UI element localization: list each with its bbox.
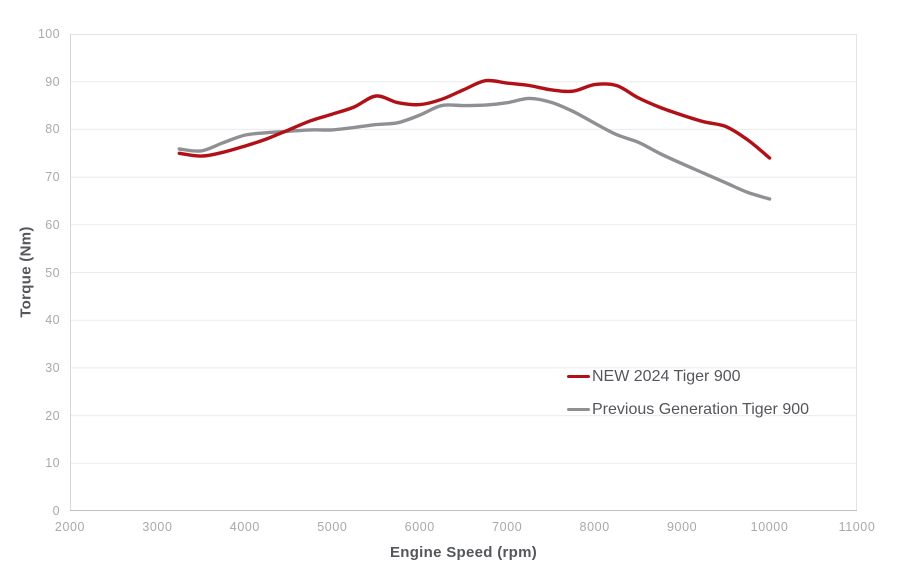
legend-line-swatch — [567, 374, 590, 379]
y-tick-label: 70 — [45, 170, 60, 185]
plot-area — [70, 34, 857, 511]
x-tick-label: 6000 — [404, 520, 435, 534]
x-tick-label: 11000 — [838, 520, 876, 534]
x-axis-title: Engine Speed (rpm) — [389, 544, 538, 561]
legend-label: NEW 2024 Tiger 900 — [592, 367, 741, 385]
x-tick-label: 3000 — [142, 520, 173, 534]
x-tick-label: 7000 — [492, 520, 523, 534]
curve-previous-generation-tiger-900 — [177, 96, 772, 201]
legend-line-swatch — [567, 407, 590, 412]
y-tick-label: 40 — [45, 313, 60, 328]
x-tick-label: 4000 — [229, 520, 260, 534]
legend-label: Previous Generation Tiger 900 — [592, 400, 810, 418]
x-tick-label: 10000 — [750, 520, 789, 534]
x-tick-label: 5000 — [317, 520, 348, 534]
y-axis-title: Torque (Nm) — [17, 226, 35, 318]
x-tick-label: 9000 — [667, 520, 698, 534]
curve-new-2024-tiger-900 — [177, 78, 772, 160]
y-tick-label: 30 — [45, 360, 60, 375]
x-tick-label: 8000 — [579, 520, 610, 534]
y-tick-label: 10 — [45, 456, 60, 471]
legend-item: Previous Generation Tiger 900 — [567, 399, 809, 420]
torque-curves-svg — [70, 34, 857, 511]
x-tick-label: 2000 — [54, 520, 86, 534]
y-tick-label: 50 — [45, 265, 60, 280]
y-tick-label: 60 — [45, 217, 60, 232]
y-tick-label: 90 — [45, 74, 60, 89]
y-tick-label: 20 — [45, 408, 60, 423]
legend: NEW 2024 Tiger 900 Previous Generation Ti… — [567, 366, 809, 432]
y-tick-label: 100 — [37, 27, 60, 41]
y-tick-label: 80 — [45, 122, 60, 137]
legend-item: NEW 2024 Tiger 900 — [567, 366, 809, 387]
y-tick-label: 0 — [52, 504, 60, 518]
